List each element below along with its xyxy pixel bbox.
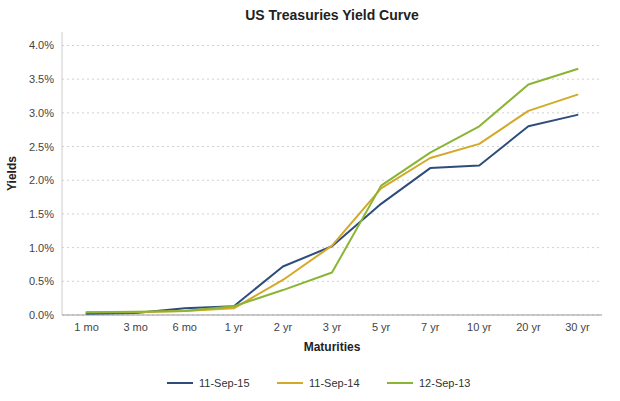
x-tick-label: 3 yr <box>323 321 342 333</box>
chart: 0.0% 0.5% 1.0% 1.5% 2.0% 2.5% 3.0% 3.5% 4.0% 1 mo… <box>0 0 620 401</box>
y-tick-label: 0.0% <box>29 309 54 321</box>
grid-line <box>62 79 602 80</box>
series-line <box>87 69 578 312</box>
y-axis-line <box>62 32 63 315</box>
series-group <box>87 69 578 314</box>
legend-swatch <box>167 382 193 384</box>
y-tick-label: 3.5% <box>29 73 54 85</box>
x-axis-line <box>62 315 602 316</box>
x-tick-label: 30 yr <box>565 321 590 333</box>
grid-line <box>62 281 602 282</box>
title: US Treasuries Yield Curve <box>245 7 419 23</box>
x-axis-label: Maturities <box>304 340 361 354</box>
x-tick-label: 3 mo <box>123 321 147 333</box>
y-tick-label: 1.5% <box>29 208 54 220</box>
y-tick-label: 4.0% <box>29 39 54 51</box>
x-tick-label: 10 yr <box>467 321 492 333</box>
grid-line <box>62 213 602 214</box>
grid-line <box>62 146 602 147</box>
grid <box>62 45 602 315</box>
series-line <box>87 115 578 314</box>
y-axis-label: Yields <box>5 156 19 191</box>
legend: 11-Sep-15 11-Sep-14 12-Sep-13 <box>167 377 470 389</box>
x-tick-label: 20 yr <box>516 321 541 333</box>
y-tick-label: 0.5% <box>29 275 54 287</box>
grid-line <box>62 315 602 316</box>
legend-label: 11-Sep-14 <box>309 377 360 389</box>
y-tick-label: 2.5% <box>29 141 54 153</box>
grid-line <box>62 112 602 113</box>
y-tick-label: 2.0% <box>29 174 54 186</box>
x-tick-label: 7 yr <box>421 321 440 333</box>
grid-line <box>62 180 602 181</box>
x-tick-label: 1 mo <box>74 321 98 333</box>
legend-label: 11-Sep-15 <box>199 377 250 389</box>
legend-label: 12-Sep-13 <box>419 377 470 389</box>
grid-line <box>62 45 602 46</box>
y-tick-label: 1.0% <box>29 242 54 254</box>
y-tick-label: 3.0% <box>29 107 54 119</box>
x-tick-label: 5 yr <box>372 321 391 333</box>
x-tick-label: 6 mo <box>172 321 196 333</box>
x-tick-label: 2 yr <box>274 321 293 333</box>
series-line <box>87 95 578 313</box>
legend-swatch <box>277 382 303 384</box>
legend-swatch <box>387 382 413 384</box>
x-tick-label: 1 yr <box>225 321 244 333</box>
